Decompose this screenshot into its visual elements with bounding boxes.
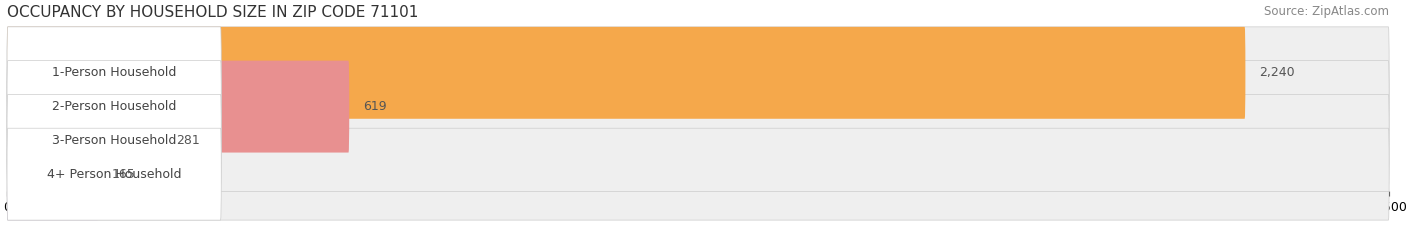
Text: Source: ZipAtlas.com: Source: ZipAtlas.com — [1264, 5, 1389, 18]
Text: 619: 619 — [363, 100, 387, 113]
Text: 4+ Person Household: 4+ Person Household — [46, 168, 181, 181]
Text: 2-Person Household: 2-Person Household — [52, 100, 176, 113]
FancyBboxPatch shape — [7, 94, 221, 186]
FancyBboxPatch shape — [7, 61, 221, 153]
Text: 2,240: 2,240 — [1260, 66, 1295, 79]
Text: 1-Person Household: 1-Person Household — [52, 66, 176, 79]
Text: OCCUPANCY BY HOUSEHOLD SIZE IN ZIP CODE 71101: OCCUPANCY BY HOUSEHOLD SIZE IN ZIP CODE … — [7, 5, 419, 20]
Text: 281: 281 — [176, 134, 200, 147]
Text: 165: 165 — [112, 168, 136, 181]
FancyBboxPatch shape — [7, 27, 1389, 119]
FancyBboxPatch shape — [7, 94, 1389, 186]
FancyBboxPatch shape — [7, 27, 1246, 119]
Text: 3-Person Household: 3-Person Household — [52, 134, 176, 147]
FancyBboxPatch shape — [7, 128, 98, 220]
FancyBboxPatch shape — [7, 128, 221, 220]
FancyBboxPatch shape — [7, 61, 349, 153]
FancyBboxPatch shape — [7, 128, 1389, 220]
FancyBboxPatch shape — [7, 27, 221, 119]
FancyBboxPatch shape — [7, 61, 1389, 153]
FancyBboxPatch shape — [7, 94, 162, 186]
